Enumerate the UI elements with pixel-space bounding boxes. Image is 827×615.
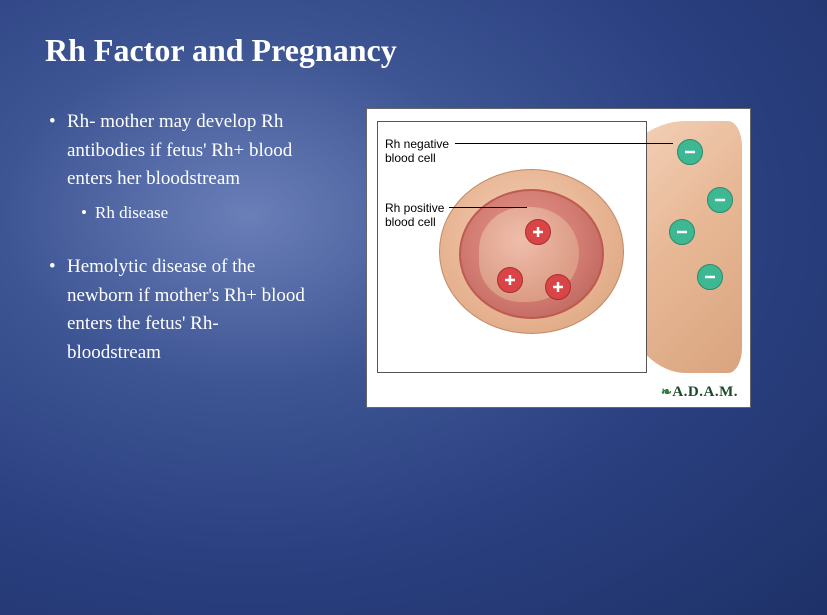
- rh-pos-cell-icon: [525, 219, 551, 245]
- slide-title: Rh Factor and Pregnancy: [45, 30, 425, 70]
- content-row: Rh- mother may develop Rh antibodies if …: [45, 108, 782, 408]
- bullet-list: Rh- mother may develop Rh antibodies if …: [45, 108, 305, 367]
- rh-pos-cell-icon: [545, 274, 571, 300]
- attribution-text: A.D.A.M.: [672, 384, 738, 400]
- rh-neg-cell-icon: [669, 219, 695, 245]
- rh-pos-cell-icon: [497, 267, 523, 293]
- leader-line: [449, 207, 527, 208]
- medical-diagram: Rh negativeblood cell Rh positiveblood c…: [366, 108, 751, 408]
- leader-line: [455, 143, 673, 144]
- bullet-item: Rh- mother may develop Rh antibodies if …: [45, 108, 305, 225]
- label-rh-negative: Rh negativeblood cell: [385, 137, 449, 166]
- leaf-icon: ❧: [661, 384, 672, 399]
- rh-neg-cell-icon: [697, 264, 723, 290]
- attribution-logo: ❧A.D.A.M.: [661, 384, 738, 401]
- label-rh-positive: Rh positiveblood cell: [385, 201, 444, 230]
- rh-neg-cell-icon: [707, 187, 733, 213]
- bullet-text: Rh- mother may develop Rh antibodies if …: [67, 111, 292, 189]
- rh-neg-cell-icon: [677, 139, 703, 165]
- bullet-text: Hemolytic disease of the newborn if moth…: [67, 256, 305, 363]
- bullet-item: Hemolytic disease of the newborn if moth…: [45, 253, 305, 367]
- sub-item: Rh disease: [67, 200, 305, 226]
- slide: Rh Factor and Pregnancy Rh- mother may d…: [0, 0, 827, 615]
- figure-column: Rh negativeblood cell Rh positiveblood c…: [335, 108, 782, 408]
- sub-list: Rh disease: [67, 200, 305, 226]
- text-column: Rh- mother may develop Rh antibodies if …: [45, 108, 305, 408]
